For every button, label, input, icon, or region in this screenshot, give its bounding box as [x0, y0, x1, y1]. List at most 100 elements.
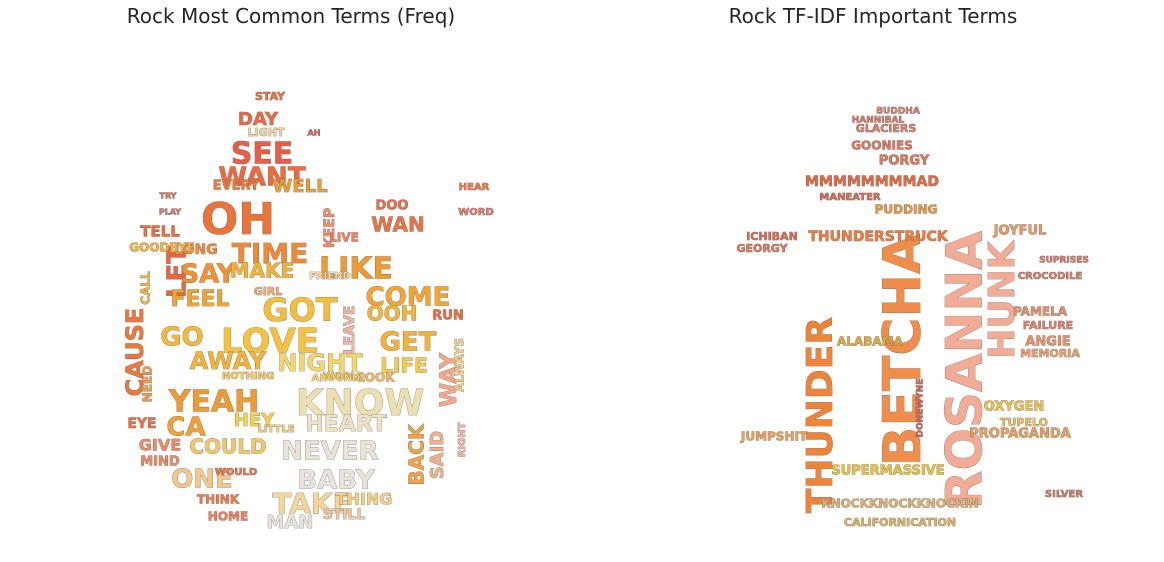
word-man: MAN	[267, 512, 314, 533]
word-could: COULD	[189, 435, 266, 459]
word-georgy: GEORGY	[736, 242, 788, 255]
word-word: WORD	[458, 207, 494, 218]
word-friend: FRIEND	[309, 271, 351, 282]
word-got: GOT	[262, 291, 337, 329]
word-memoria: MEMORIA	[1020, 347, 1080, 360]
word-buddha: BUDDHA	[876, 107, 920, 117]
word-girl: GIRL	[254, 285, 283, 298]
word-always: ALWAYS	[453, 338, 467, 392]
word-home: HOME	[208, 510, 248, 524]
word-thunderstruck: THUNDERSTRUCK	[808, 229, 948, 245]
word-angie: ANGIE	[1025, 335, 1070, 350]
word-go: GO	[160, 323, 203, 353]
word-get: GET	[380, 328, 437, 358]
word-know: KNOW	[296, 383, 424, 424]
word-say: SAY	[180, 260, 236, 290]
word-baby: BABY	[297, 466, 375, 496]
word-right: RIGHT	[457, 422, 468, 457]
word-eye: EYE	[127, 416, 156, 432]
word-ichiban: ICHIBAN	[746, 230, 798, 243]
word-call: CALL	[139, 271, 153, 305]
word-californication: CALIFORNICATION	[844, 516, 956, 529]
word-propaganda: PROPAGANDA	[969, 427, 1070, 442]
word-glaciers: GLACIERS	[856, 122, 917, 135]
word-think: THINK	[197, 493, 240, 507]
word-ca: CA	[166, 413, 205, 443]
word-porgy: PORGY	[879, 154, 930, 169]
word-play: PLAY	[159, 208, 181, 217]
word-night: NIGHT	[277, 349, 363, 377]
word-need: NEED	[141, 366, 155, 402]
word-ah: AH	[308, 129, 321, 138]
word-would: WOULD	[215, 467, 257, 478]
word-tell: TELL	[140, 223, 180, 241]
word-take: TAKE	[272, 487, 351, 520]
word-see: SEE	[231, 137, 294, 172]
word-one: ONE	[171, 465, 233, 495]
word-nothing: NOTHING	[222, 371, 274, 382]
word-keep: KEEP	[322, 208, 338, 248]
word-leave: LEAVE	[342, 306, 358, 355]
word-day: DAY	[238, 109, 279, 130]
word-said: SAID	[427, 431, 448, 480]
word-goodbye: GOODBYE	[129, 241, 195, 255]
word-thing: THING	[336, 490, 393, 509]
word-run: RUN	[432, 309, 463, 324]
word-still: STILL	[323, 507, 366, 523]
word-crocodile: CROCODILE	[1018, 271, 1083, 282]
word-mmmmmmmmad: MMMMMMMMAD	[805, 174, 939, 190]
word-pudding: PUDDING	[875, 203, 938, 217]
word-light: LIGHT	[248, 126, 285, 139]
word-come: COME	[366, 283, 451, 313]
word-never: NEVER	[281, 437, 378, 467]
word-rosanna: ROSANNA	[936, 231, 994, 509]
word-jumpshit: JUMPSHIT	[740, 430, 808, 444]
word-goonies: GOONIES	[851, 139, 913, 153]
word-joyful: JOYFUL	[993, 224, 1047, 239]
word-mind: MIND	[140, 455, 180, 470]
word-cause: CAUSE	[121, 308, 149, 397]
word-way: WAY	[437, 352, 462, 407]
word-stay: STAY	[255, 90, 286, 103]
chart-title: Rock TF-IDF Important Terms	[728, 4, 1018, 28]
word-knockknockknockin: KNOCKKNOCKKNOCKIN	[821, 497, 978, 511]
word-little: LITTLE	[257, 424, 294, 435]
word-silver: SILVER	[1045, 489, 1083, 500]
word-oh: OH	[201, 194, 275, 245]
word-hannibal: HANNIBAL	[852, 116, 905, 126]
word-around: AROUND	[312, 373, 361, 384]
word-time: TIME	[232, 237, 309, 270]
word-feel: FEEL	[170, 287, 229, 312]
word-yeah: YEAH	[168, 385, 260, 420]
word-thunder: THUNDER	[800, 317, 841, 513]
wordcloud-panel-freq: Rock Most Common Terms (Freq) OH SEE WANT D…	[121, 4, 494, 533]
word-maneater: MANEATER	[819, 192, 881, 203]
word-long: LONG	[174, 242, 218, 258]
word-world: WORLD	[323, 371, 365, 382]
word-hear: HEAR	[459, 182, 490, 193]
word-suprises: SUPRISES	[1039, 256, 1089, 266]
word-love: LOVE	[221, 322, 319, 362]
word-alabama: ALABAMA	[837, 335, 904, 349]
word-try: TRY	[160, 192, 177, 201]
word-hunk: HUNK	[982, 240, 1023, 358]
word-back: BACK	[405, 423, 429, 485]
word-supermassive: SUPERMASSIVE	[831, 464, 944, 479]
word-like: LIKE	[319, 252, 393, 287]
word-away: AWAY	[190, 347, 267, 375]
word-life: LIFE	[380, 354, 428, 378]
word-wan: WAN	[371, 213, 424, 237]
word-oxygen: OXYGEN	[984, 400, 1044, 415]
word-hey: HEY	[234, 410, 275, 431]
word-donewyne: DONEWYNE	[916, 379, 926, 438]
word-well: WELL	[272, 176, 327, 197]
word-want: WANT	[218, 163, 305, 193]
word-failure: FAILURE	[1023, 319, 1073, 332]
word-every: EVERY	[213, 179, 260, 194]
word-pamela: PAMELA	[1013, 305, 1068, 319]
word-betcha: BETCHA	[873, 234, 933, 467]
word-tupelo: TUPELO	[1000, 416, 1048, 429]
word-ooh: OOH	[367, 302, 418, 326]
word-let: LET	[163, 246, 193, 298]
wordcloud-panel-tfidf: Rock TF-IDF Important Terms ROSANNA BETCH…	[582, 0, 1164, 562]
